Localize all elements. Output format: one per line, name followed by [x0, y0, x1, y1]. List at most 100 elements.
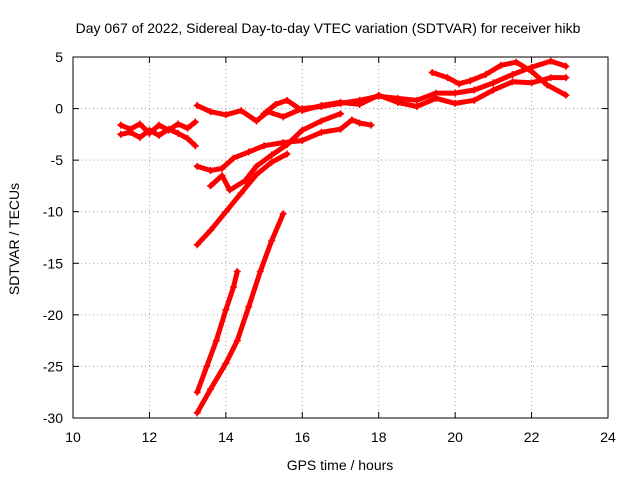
series-satellite-track-2 [117, 125, 199, 150]
data-point [218, 164, 226, 172]
data-point [356, 119, 364, 127]
y-axis-label: SDTVAR / TECUs [6, 183, 22, 295]
data-point [233, 337, 241, 345]
data-point [317, 117, 325, 125]
data-point [193, 409, 201, 417]
data-point [260, 110, 268, 118]
data-point [191, 118, 199, 126]
series-line [194, 211, 286, 416]
y-tick-label: 5 [55, 49, 63, 65]
data-point [432, 94, 440, 102]
data-point [193, 101, 201, 109]
data-point [226, 186, 234, 194]
data-point [212, 337, 220, 345]
series-line [208, 111, 343, 193]
axes: 10 12 14 16 18 20 22 24 -30 -25 -20 -15 -10 -5 0 5 [43, 49, 616, 445]
data-point [451, 99, 459, 107]
series-satellite-track-5 [428, 58, 570, 99]
data-point [136, 120, 144, 128]
data-point [337, 98, 344, 106]
data-point [117, 130, 125, 138]
data-point [230, 154, 237, 162]
data-point [245, 303, 253, 311]
data-point [193, 241, 201, 249]
y-tick-label: -30 [43, 410, 63, 426]
series-satellite-track-7 [207, 110, 344, 194]
data-point [317, 101, 325, 109]
data-point [222, 111, 230, 119]
x-tick-label: 14 [218, 429, 234, 445]
data-point [165, 125, 173, 133]
data-point [237, 189, 245, 197]
data-point [562, 62, 570, 70]
data-point [174, 120, 182, 128]
series-satellite-track-10 [193, 210, 287, 417]
data-point [413, 96, 421, 104]
data-point [428, 68, 436, 76]
data-point [562, 91, 570, 99]
data-point [252, 162, 260, 170]
data-point [268, 158, 276, 166]
y-tick-label: -25 [43, 358, 63, 374]
x-axis-label: GPS time / hours [287, 457, 394, 473]
data-point [191, 142, 199, 150]
series-satellite-track-8 [193, 150, 291, 249]
data-point [489, 86, 497, 94]
data-point [298, 107, 306, 115]
data-point [298, 126, 306, 134]
x-tick-label: 22 [524, 429, 540, 445]
data-point [184, 124, 192, 132]
data-point [207, 182, 215, 190]
x-tick-label: 10 [65, 429, 81, 445]
y-tick-label: -15 [43, 255, 63, 271]
plot-frame [72, 56, 609, 419]
data-point [268, 237, 276, 245]
data-point [528, 67, 536, 75]
data-point [117, 121, 125, 129]
x-tick-label: 16 [294, 429, 310, 445]
series-satellite-track-6 [193, 116, 375, 174]
data-point [444, 74, 451, 82]
series-line [429, 59, 569, 98]
chart-title: Day 067 of 2022, Sidereal Day-to-day VTE… [76, 20, 581, 36]
data-point [241, 177, 249, 185]
data-point [543, 81, 551, 89]
data-point [218, 172, 226, 180]
data-point [394, 98, 402, 106]
data-point [375, 91, 383, 99]
data-point [317, 128, 325, 136]
data-point [547, 74, 555, 82]
data-point [508, 71, 516, 79]
data-point [260, 142, 268, 150]
x-tick-label: 18 [371, 429, 387, 445]
data-point [482, 71, 490, 79]
data-point [252, 171, 260, 179]
data-point [193, 388, 201, 396]
series-satellite-track-9 [193, 268, 241, 396]
data-point [207, 385, 215, 393]
data-point [356, 100, 364, 108]
data-point [155, 131, 163, 139]
data-point [348, 116, 356, 124]
data-point [207, 166, 215, 174]
data-point [230, 283, 237, 291]
data-point [268, 151, 276, 159]
x-tick-label: 20 [447, 429, 463, 445]
series-layer [117, 57, 570, 417]
y-tick-label: 0 [55, 101, 63, 117]
data-point [222, 306, 230, 314]
x-tick-label: 12 [142, 429, 158, 445]
data-point [497, 61, 505, 69]
data-point [283, 150, 291, 158]
data-point [489, 79, 497, 87]
y-tick-label: -10 [43, 204, 63, 220]
y-tick-label: -20 [43, 307, 63, 323]
data-point [508, 78, 516, 86]
data-point [145, 126, 153, 134]
data-point [337, 125, 344, 133]
data-point [466, 77, 474, 85]
data-point [237, 107, 245, 115]
data-point [272, 100, 280, 108]
